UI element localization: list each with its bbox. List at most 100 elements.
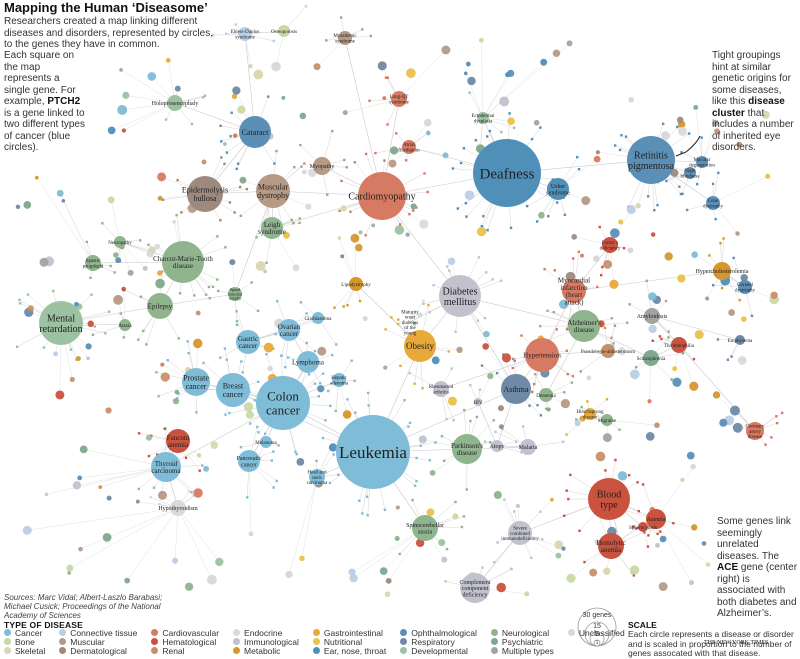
legend-swatch bbox=[151, 638, 158, 645]
disease-label: Amyloidosis bbox=[637, 314, 668, 320]
legend-item: Dermatological bbox=[59, 646, 137, 655]
disease-node: Glioblastoma bbox=[305, 312, 333, 324]
disease-node: Cataract bbox=[239, 116, 271, 148]
scale-label-1: 1 bbox=[596, 640, 599, 646]
disease-label: Leukemia bbox=[339, 443, 407, 462]
legend-swatch bbox=[151, 629, 158, 636]
disease-label: Schizophrenia bbox=[637, 357, 666, 362]
legend-label: Metabolic bbox=[244, 646, 280, 656]
disease-label: Hypothyroidism bbox=[158, 506, 198, 512]
scale-circles: 30 genes 15 5 1 bbox=[570, 603, 624, 647]
disease-label: Hypercholesterolemia bbox=[696, 269, 749, 275]
disease-label: Osteoporosis bbox=[271, 30, 297, 35]
disease-label: Holoprosencephaly bbox=[152, 101, 199, 107]
square-note-post: is a gene linked to two different types … bbox=[4, 108, 85, 154]
disease-label: Neuropathy bbox=[108, 241, 132, 246]
disease-label: Cataract bbox=[242, 128, 269, 137]
disease-label: Emphysema bbox=[728, 339, 753, 344]
disease-label: Anemia bbox=[647, 517, 666, 523]
disease-label: Epilepsy bbox=[148, 302, 173, 310]
legend-swatch bbox=[491, 629, 498, 636]
disease-node: Thrombophilia bbox=[664, 337, 695, 353]
disease-label: Spherocytosis bbox=[629, 526, 657, 531]
disease-node: Dementia bbox=[536, 388, 556, 402]
legend-swatch bbox=[233, 647, 240, 654]
disease-label: Thrombophilia bbox=[664, 344, 695, 349]
legend-item: Ear, nose, throat bbox=[313, 646, 386, 655]
disease-node: Asthma bbox=[501, 374, 531, 404]
square-note-gene: PTCH2 bbox=[47, 96, 80, 107]
legend-label: Developmental bbox=[411, 646, 468, 656]
genes-note-bold: ACE bbox=[717, 562, 738, 573]
legend-swatch bbox=[313, 647, 320, 654]
disease-label: Lipodystrophy bbox=[341, 283, 371, 288]
legend-label: Ear, nose, throat bbox=[324, 646, 386, 656]
page-title: Mapping the Human ‘Diseasome’ bbox=[4, 0, 208, 15]
disease-node: Cardiomyopathy bbox=[348, 172, 415, 220]
legend-swatch bbox=[233, 629, 240, 636]
legend-label: Multiple types bbox=[502, 646, 554, 656]
credit-text: THE NEW YORK TIMES bbox=[704, 640, 768, 646]
disease-node: Leukemia bbox=[336, 415, 410, 489]
legend-item: Developmental bbox=[400, 646, 477, 655]
cluster-pointer-line bbox=[676, 136, 700, 156]
disease-node: Osteoporosis bbox=[271, 25, 297, 37]
disease-node: Holoprosencephaly bbox=[152, 95, 199, 111]
legend-swatch bbox=[313, 638, 320, 645]
disease-node: Hypertension bbox=[523, 338, 561, 372]
legend-swatch bbox=[400, 629, 407, 636]
disease-label: Lymphoma bbox=[292, 358, 325, 366]
legend-swatch bbox=[400, 647, 407, 654]
disease-label: Atopy bbox=[490, 444, 505, 450]
cluster-note: Tight groupings hint at similar genetic … bbox=[712, 50, 798, 154]
scale-label-5: 5 bbox=[595, 631, 599, 638]
disease-label: Melanoma bbox=[255, 441, 277, 446]
disease-node: Pseudohypo-aldosteronism bbox=[581, 344, 635, 358]
disease-node: Lipodystrophy bbox=[341, 277, 371, 291]
square-note: Each square on the map represents a sing… bbox=[4, 50, 86, 154]
disease-node: Emphysema bbox=[728, 335, 753, 345]
scale-label-15: 15 bbox=[593, 623, 601, 630]
disease-node: Ataxia bbox=[118, 319, 132, 331]
disease-label: Glioblastoma bbox=[305, 317, 333, 322]
disease-label: Migraine bbox=[598, 419, 617, 424]
disease-node: Migraine bbox=[598, 414, 617, 426]
sources-text: Sources: Marc Vidal; Albert-Laszlo Barab… bbox=[4, 593, 179, 620]
disease-label: HIV bbox=[474, 401, 483, 406]
intro-text: Researchers created a map linking differ… bbox=[4, 16, 214, 51]
